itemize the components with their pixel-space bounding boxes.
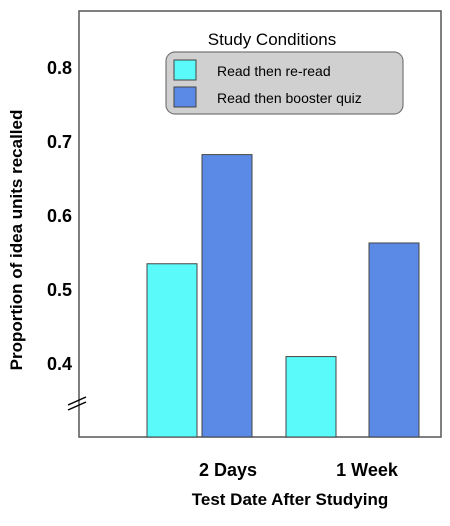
y-tick-label: 0.6 xyxy=(47,206,72,226)
y-tick-label: 0.5 xyxy=(47,280,72,300)
legend-label: Read then booster quiz xyxy=(217,90,362,106)
legend-swatch-read-then-booster-quiz xyxy=(173,86,197,108)
y-tick-label: 0.4 xyxy=(47,354,72,374)
legend-title: Study Conditions xyxy=(208,30,337,49)
x-axis-title: Test Date After Studying xyxy=(192,490,388,509)
bar-1-week-read-then-re-read xyxy=(285,356,337,438)
bar-2-days-read-then-re-read xyxy=(146,263,198,438)
legend-swatch-read-then-re-read xyxy=(173,59,197,81)
y-tick-label: 0.7 xyxy=(47,132,72,152)
bar-1-week-read-then-booster-quiz xyxy=(368,242,420,438)
x-category-label: 1 Week xyxy=(336,460,399,480)
y-tick-label: 0.8 xyxy=(47,58,72,78)
x-category-label: 2 Days xyxy=(199,460,257,480)
axis-break-mark xyxy=(67,396,87,411)
legend-box xyxy=(165,51,404,115)
legend-label: Read then re-read xyxy=(217,63,331,79)
bar-2-days-read-then-booster-quiz xyxy=(201,154,253,438)
y-axis-title: Proportion of idea units recalled xyxy=(7,110,26,371)
legend: Study Conditions Read then re-read Read … xyxy=(165,30,404,115)
